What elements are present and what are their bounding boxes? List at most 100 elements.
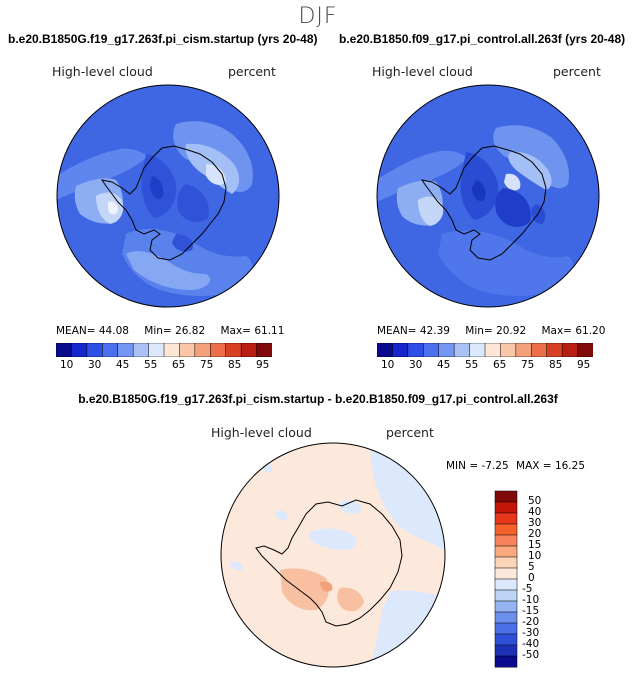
field-label-right: High-level cloud: [372, 64, 473, 79]
mean-value: 42.39: [419, 325, 450, 337]
stats-diff: MIN = -7.25 MAX = 16.25: [446, 460, 585, 472]
colorbar-swatch: [494, 490, 518, 503]
case-title-right: b.e20.B1850.f09_g17.pi_control.all.263f …: [339, 32, 626, 46]
colorbar-swatch: [494, 611, 518, 624]
colorbar-tick-label: 30: [528, 517, 542, 529]
colorbar-swatch: [515, 343, 532, 357]
map-diff: [220, 442, 446, 668]
max-value: 61.20: [575, 325, 606, 337]
colorbar-tick-label: 85: [228, 359, 242, 371]
colorbar-tick-label: -20: [522, 616, 540, 628]
field-label-left: High-level cloud: [52, 64, 153, 79]
colorbar-swatch: [494, 545, 518, 558]
field-label-diff: High-level cloud: [211, 425, 312, 440]
colorbar-left-ticks: 10 30 45 55 65 75 85 95: [56, 359, 272, 373]
stats-right: MEAN= 42.39 Min= 20.92 Max= 61.20: [377, 325, 605, 337]
colorbar-tick-label: -50: [522, 649, 540, 661]
units-label-diff: percent: [386, 425, 434, 440]
min-label: MIN =: [446, 460, 479, 472]
colorbar-diff-labels: 50 40 30 20 15 10 5 0 -5 -10 -15 -20 -30 -40 -50: [522, 490, 562, 668]
colorbar-swatch: [102, 343, 119, 357]
colorbar-tick-label: 10: [528, 550, 542, 562]
colorbar-tick-label: 50: [528, 495, 542, 507]
colorbar-swatch: [494, 655, 518, 668]
colorbar-swatch: [531, 343, 548, 357]
colorbar-swatch: [494, 512, 518, 525]
colorbar-swatch: [210, 343, 227, 357]
colorbar-tick-label: 45: [437, 359, 451, 371]
colorbar-right: [377, 343, 593, 357]
colorbar-tick-label: 85: [549, 359, 563, 371]
colorbar-swatch: [494, 578, 518, 591]
colorbar-tick-label: 5: [528, 561, 535, 573]
min-value: 26.82: [175, 325, 206, 337]
colorbar-tick-label: 95: [577, 359, 591, 371]
colorbar-swatch: [117, 343, 134, 357]
units-label-right: percent: [553, 64, 601, 79]
colorbar-tick-label: 0: [528, 572, 535, 584]
map-right: [376, 84, 600, 308]
colorbar-swatch: [377, 343, 393, 357]
colorbar-swatch: [494, 644, 518, 657]
colorbar-swatch: [194, 343, 211, 357]
colorbar-right-ticks: 10 30 45 55 65 75 85 95: [377, 359, 593, 373]
season-title: DJF: [298, 4, 338, 29]
colorbar-swatch: [494, 567, 518, 580]
colorbar-swatch: [453, 343, 471, 357]
units-label-left: percent: [228, 64, 276, 79]
colorbar-tick-label: 95: [256, 359, 270, 371]
colorbar-tick-label: -40: [522, 638, 540, 650]
colorbar-swatch: [86, 343, 103, 357]
colorbar-swatch: [71, 343, 88, 357]
colorbar-diff: [494, 490, 518, 668]
colorbar-swatch: [494, 622, 518, 635]
colorbar-tick-label: 40: [528, 506, 542, 518]
colorbar-tick-label: 15: [528, 539, 542, 551]
colorbar-swatch: [494, 600, 518, 613]
colorbar-swatch: [494, 501, 518, 514]
colorbar-swatch: [56, 343, 72, 357]
colorbar-tick-label: 75: [200, 359, 214, 371]
colorbar-tick-label: -5: [522, 583, 533, 595]
case-title-left: b.e20.B1850G.f19_g17.263f.pi_cism.startu…: [8, 32, 318, 46]
max-value: 61.11: [254, 325, 285, 337]
colorbar-swatch: [438, 343, 455, 357]
colorbar-tick-label: 30: [88, 359, 102, 371]
min-label: Min=: [144, 325, 172, 337]
colorbar-tick-label: 55: [465, 359, 479, 371]
colorbar-swatch: [561, 343, 579, 357]
max-label: MAX =: [516, 460, 552, 472]
colorbar-swatch: [163, 343, 180, 357]
min-value: 20.92: [496, 325, 527, 337]
mean-label: MEAN=: [56, 325, 96, 337]
colorbar-swatch: [494, 523, 518, 536]
min-label: Min=: [465, 325, 493, 337]
mean-label: MEAN=: [377, 325, 417, 337]
map-left: [56, 84, 280, 308]
colorbar-tick-label: 10: [60, 359, 74, 371]
colorbar-swatch: [494, 534, 518, 547]
colorbar-swatch: [494, 589, 518, 602]
colorbar-swatch: [148, 343, 165, 357]
colorbar-swatch: [225, 343, 242, 357]
colorbar-tick-label: 20: [528, 528, 542, 540]
colorbar-swatch: [240, 343, 258, 357]
colorbar-tick-label: 65: [493, 359, 507, 371]
colorbar-swatch: [392, 343, 409, 357]
colorbar-tick-label: 30: [409, 359, 423, 371]
colorbar-swatch: [469, 343, 486, 357]
colorbar-swatch: [484, 343, 501, 357]
stats-left: MEAN= 44.08 Min= 26.82 Max= 61.11: [56, 325, 284, 337]
colorbar-swatch: [423, 343, 440, 357]
colorbar-swatch: [494, 556, 518, 569]
colorbar-tick-label: 75: [521, 359, 535, 371]
colorbar-tick-label: 10: [381, 359, 395, 371]
colorbar-tick-label: 55: [144, 359, 158, 371]
min-value: -7.25: [481, 460, 509, 472]
colorbar-tick-label: 65: [172, 359, 186, 371]
max-value: 16.25: [554, 460, 585, 472]
diff-title: b.e20.B1850G.f19_g17.263f.pi_cism.startu…: [78, 392, 558, 406]
colorbar-swatch: [500, 343, 517, 357]
colorbar-tick-label: 45: [116, 359, 130, 371]
max-label: Max=: [541, 325, 572, 337]
